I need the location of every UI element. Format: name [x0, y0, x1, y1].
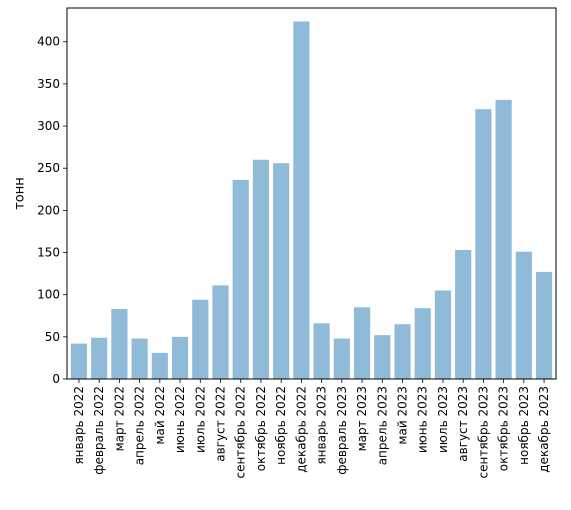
x-tick-label: январь 2023 [315, 386, 329, 465]
bar-20 [455, 249, 472, 379]
bar-23 [515, 251, 532, 379]
bar-15 [353, 307, 371, 379]
bar-21 [475, 109, 492, 380]
x-tick-label: март 2023 [355, 386, 369, 451]
x-tick-label: март 2022 [112, 386, 126, 451]
bars-layer [70, 21, 553, 380]
bar-8 [212, 285, 229, 379]
bar-6 [171, 336, 189, 379]
x-tick-label: декабрь 2023 [537, 386, 551, 473]
bar-14 [333, 338, 350, 379]
x-tick-label: июнь 2022 [173, 386, 187, 453]
bar-3 [111, 309, 128, 379]
bar-13 [313, 323, 330, 379]
y-tick-label: 50 [45, 330, 60, 344]
bar-18 [414, 308, 431, 379]
y-tick-label: 400 [37, 35, 60, 49]
x-tick-label: декабрь 2022 [294, 386, 308, 473]
bar-19 [434, 290, 452, 379]
x-tick-label: ноябрь 2023 [517, 386, 531, 465]
bar-4 [131, 338, 148, 379]
bar-9 [232, 180, 249, 379]
bar-2 [91, 337, 108, 379]
x-tick-label: февраль 2022 [92, 386, 106, 475]
x-tick-label: июль 2023 [436, 386, 450, 453]
y-tick-label: 0 [52, 372, 60, 386]
x-tick-label: август 2023 [456, 386, 470, 462]
y-tick-label: 250 [37, 161, 60, 175]
x-tick-label: октябрь 2023 [497, 386, 511, 471]
x-tick-label: сентябрь 2023 [476, 386, 490, 478]
x-tick-label: ноябрь 2022 [274, 386, 288, 465]
x-tick-label: февраль 2023 [335, 386, 349, 475]
bar-11 [273, 163, 290, 379]
y-tick-label: 200 [37, 203, 60, 217]
x-tick-label: май 2022 [153, 386, 167, 445]
bar-12 [293, 21, 310, 380]
y-tick-label: 150 [37, 246, 60, 260]
x-tick-label: сентябрь 2022 [234, 386, 248, 478]
bar-16 [374, 335, 391, 379]
x-tick-label: август 2022 [214, 386, 228, 462]
y-tick-label: 350 [37, 77, 60, 91]
y-tick-label: 300 [37, 119, 60, 133]
bar-22 [495, 99, 512, 379]
plot-frame [66, 7, 557, 380]
y-tick-label: 100 [37, 288, 60, 302]
x-tick-label: июнь 2023 [416, 386, 430, 453]
x-tick-label: октябрь 2022 [254, 386, 268, 471]
bar-17 [394, 324, 411, 379]
x-tick-label: январь 2022 [72, 386, 86, 465]
x-tick-label: май 2023 [396, 386, 410, 445]
x-tick-label: июль 2022 [193, 386, 207, 453]
bar-7 [192, 299, 209, 379]
bar-10 [252, 159, 270, 379]
bar-24 [535, 271, 553, 379]
bar-1 [70, 343, 88, 379]
y-axis: 0 50 100 150 200 250 300 350 400 [37, 35, 67, 386]
x-tick-label: апрель 2023 [375, 386, 389, 465]
y-axis-label: тонн [13, 177, 28, 210]
x-tick-label: апрель 2022 [133, 386, 147, 465]
x-axis: январь 2022 февраль 2022 март 2022 апрель 2… [72, 379, 551, 478]
bar-5 [151, 352, 168, 379]
